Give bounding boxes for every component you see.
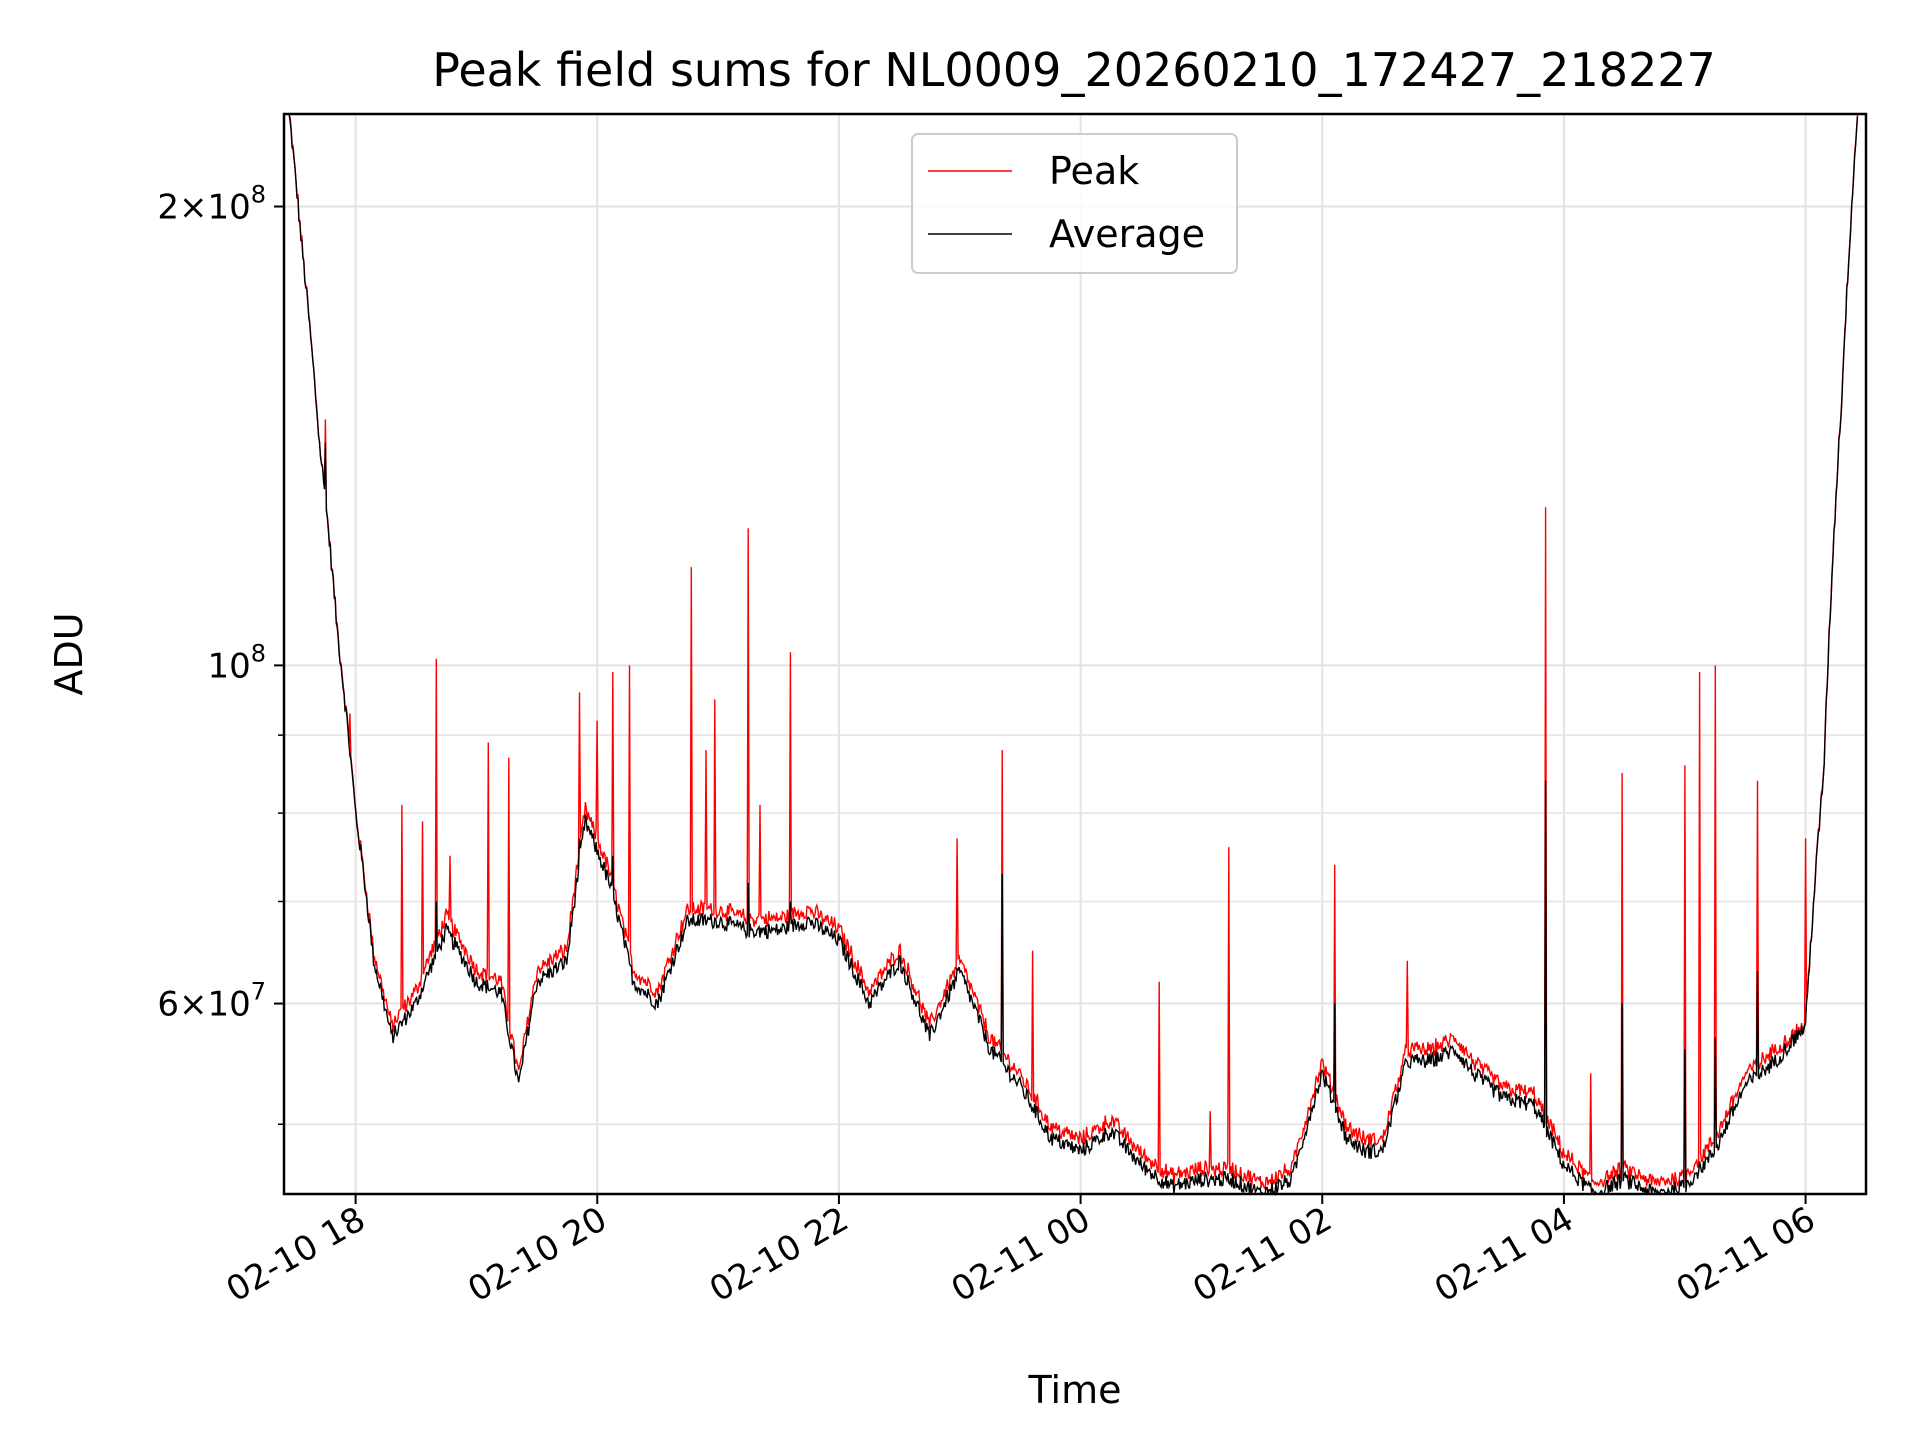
axes-frame [282,112,1868,1196]
y-tick-label: 2×108 [157,181,266,228]
legend-average-label: Average [1049,212,1205,256]
x-tick-label: 02-11 04 [1428,1199,1580,1310]
x-tick-label: 02-11 02 [1186,1199,1338,1310]
x-axis: 02-10 18 02-10 20 02-10 22 02-11 00 02-11 02… [220,1194,1822,1310]
y-tick-label: 6×107 [157,978,266,1025]
plot-area [288,113,1859,1197]
x-tick-label: 02-10 22 [703,1199,855,1310]
legend-peak-label: Peak [1049,149,1139,193]
y-axis: 6×107 108 2×108 [157,181,284,1126]
series-average-line [288,114,1859,1197]
x-tick-label: 02-11 06 [1670,1199,1822,1310]
series-peak-line [288,113,1859,1191]
chart-title: Peak field sums for NL0009_20260210_1724… [432,43,1716,97]
y-axis-label: ADU [47,612,91,695]
x-tick-label: 02-10 18 [220,1199,372,1310]
x-tick-label: 02-11 00 [945,1199,1097,1310]
grid [284,114,1866,1194]
x-tick-label: 02-10 20 [461,1199,613,1310]
x-axis-label: Time [1028,1368,1122,1412]
legend: Peak Average [911,133,1238,274]
legend-frame [911,133,1238,274]
y-tick-label: 108 [207,639,266,686]
